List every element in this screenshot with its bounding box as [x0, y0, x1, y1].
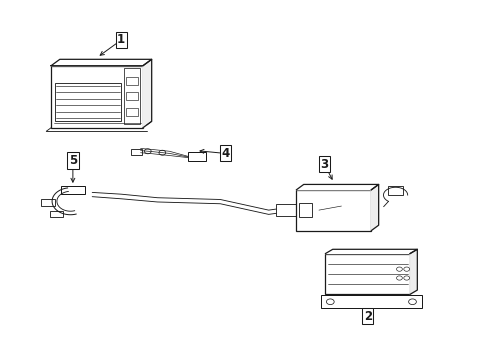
Polygon shape — [409, 249, 416, 294]
Bar — [131, 149, 141, 155]
Text: 5: 5 — [69, 154, 77, 167]
Bar — [298, 203, 312, 217]
Bar — [55, 83, 121, 121]
Bar — [61, 186, 85, 194]
Polygon shape — [142, 59, 151, 128]
Text: 4: 4 — [221, 147, 229, 160]
Polygon shape — [296, 184, 378, 190]
Bar — [41, 199, 55, 206]
Bar — [296, 190, 371, 230]
Bar — [187, 152, 206, 161]
Bar — [325, 253, 409, 294]
Bar — [276, 204, 295, 216]
Text: 2: 2 — [363, 310, 371, 323]
Bar — [320, 295, 421, 309]
Text: 3: 3 — [320, 158, 327, 171]
Bar — [126, 108, 137, 116]
Bar — [126, 77, 137, 85]
Text: 1: 1 — [117, 33, 125, 46]
Bar — [51, 66, 142, 128]
Polygon shape — [325, 249, 416, 253]
Bar — [126, 93, 137, 100]
Polygon shape — [51, 59, 151, 66]
Bar — [50, 211, 63, 217]
Bar — [123, 68, 140, 124]
Polygon shape — [371, 184, 378, 230]
Bar — [387, 186, 402, 195]
